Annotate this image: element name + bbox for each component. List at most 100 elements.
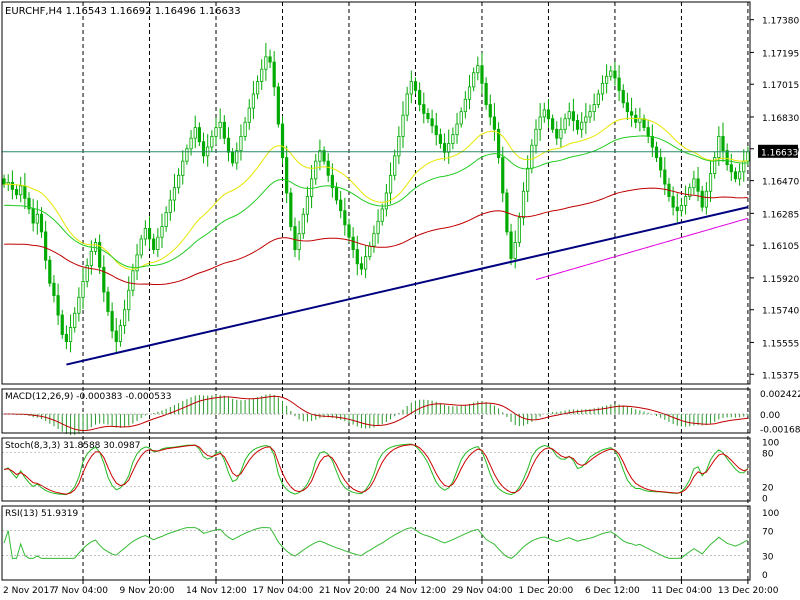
candle-body — [546, 109, 551, 120]
candle-body — [580, 121, 584, 130]
candle-body — [555, 128, 559, 139]
candle-body — [654, 146, 659, 159]
rsi-tick-label: 100 — [762, 509, 779, 519]
candle-body — [364, 256, 368, 270]
ema-long-line — [535, 217, 749, 281]
candle-body — [73, 312, 77, 328]
candle-body — [114, 330, 118, 342]
price-tick-label: 1.15375 — [762, 371, 799, 381]
candle-body — [650, 136, 654, 148]
candle-body — [708, 173, 713, 192]
macd-tick-label: -0.001685 — [760, 426, 800, 436]
candle-body — [625, 102, 630, 113]
candle-body — [102, 266, 106, 293]
stoch-d-line — [4, 444, 749, 495]
macd-label: MACD(12,26,9) -0.000383 -0.000533 — [5, 392, 171, 402]
candle-body — [122, 309, 127, 327]
time-tick-label: 1 Dec 20:00 — [518, 586, 573, 596]
candle-body — [64, 334, 69, 342]
candle-body — [189, 137, 193, 150]
candle-body — [255, 81, 260, 95]
candle-body — [301, 213, 305, 235]
candle-body — [314, 160, 318, 180]
candle-body — [239, 136, 243, 151]
candle-body — [484, 82, 488, 105]
pane-frame-macd — [1, 388, 751, 434]
candle-body — [409, 81, 413, 95]
candle-body — [56, 295, 60, 316]
candle-body — [675, 206, 679, 212]
candle-body — [355, 249, 359, 265]
candle-body — [575, 120, 580, 130]
candle-body — [476, 65, 480, 74]
candle-body — [426, 113, 430, 120]
candle-body — [251, 93, 256, 109]
candle-body — [276, 86, 280, 125]
candle-body — [201, 141, 206, 157]
support-trendline — [66, 206, 749, 366]
macd-tick-label: 0.002422 — [760, 390, 800, 400]
candle-body — [285, 157, 289, 194]
candle-body — [613, 70, 617, 79]
time-tick-label: 9 Nov 20:00 — [120, 586, 175, 596]
candle-body — [343, 210, 347, 226]
candle-body — [185, 148, 189, 162]
price-tick-label: 1.15555 — [762, 339, 799, 349]
candle-body — [617, 77, 621, 91]
candle-body — [181, 160, 185, 176]
current-price-badge — [758, 144, 798, 158]
candle-body — [538, 116, 542, 130]
candle-body — [713, 157, 717, 174]
candle-body — [98, 242, 102, 268]
candle-body — [147, 227, 152, 240]
candle-body — [210, 136, 214, 148]
candle-body — [521, 190, 526, 219]
candle-body — [455, 123, 459, 136]
candle-body — [289, 192, 293, 228]
time-tick-label: 21 Nov 20:00 — [319, 586, 380, 596]
candle-body — [172, 187, 177, 201]
candle-body — [77, 296, 81, 314]
candle-body — [401, 114, 405, 137]
candle-body — [430, 118, 434, 127]
candle-body — [509, 231, 513, 259]
candle-body — [513, 242, 517, 259]
candle-body — [721, 136, 725, 151]
candle-body — [642, 118, 646, 128]
candle-body — [293, 226, 297, 250]
candle-body — [629, 111, 634, 116]
candle-body — [247, 107, 251, 123]
candle-body — [434, 125, 438, 136]
candle-body — [393, 155, 397, 176]
candle-body — [368, 245, 372, 258]
candle-body — [567, 111, 571, 120]
candle-body — [110, 311, 114, 332]
candle-body — [231, 151, 235, 164]
candle-body — [297, 233, 301, 250]
candle-body — [496, 128, 501, 159]
rsi-pane: RSI(13) 51.9319 — [2, 509, 750, 559]
candle-body — [571, 111, 575, 121]
candle-body — [463, 98, 467, 113]
time-tick-label: 14 Nov 12:00 — [186, 586, 247, 596]
candle-body — [156, 236, 160, 250]
candle-body — [418, 90, 422, 105]
price-tick-label: 1.17015 — [762, 81, 799, 91]
candle-body — [89, 250, 93, 266]
candle-body — [48, 259, 52, 284]
candle-body — [326, 160, 330, 176]
candle-body — [68, 327, 73, 342]
candle-body — [330, 174, 334, 189]
candle-body — [388, 174, 393, 194]
candle-body — [10, 181, 14, 190]
stochastic-pane: Stoch(8,3,3) 31.8588 30.0987 — [2, 441, 750, 496]
candle-body — [451, 134, 455, 144]
candle-body — [384, 192, 388, 210]
candle-body — [405, 93, 409, 116]
ema-slow-line — [4, 187, 748, 285]
candle-body — [725, 150, 729, 166]
candle-body — [318, 150, 322, 162]
candle-body — [268, 56, 272, 63]
candle-body — [584, 116, 588, 123]
